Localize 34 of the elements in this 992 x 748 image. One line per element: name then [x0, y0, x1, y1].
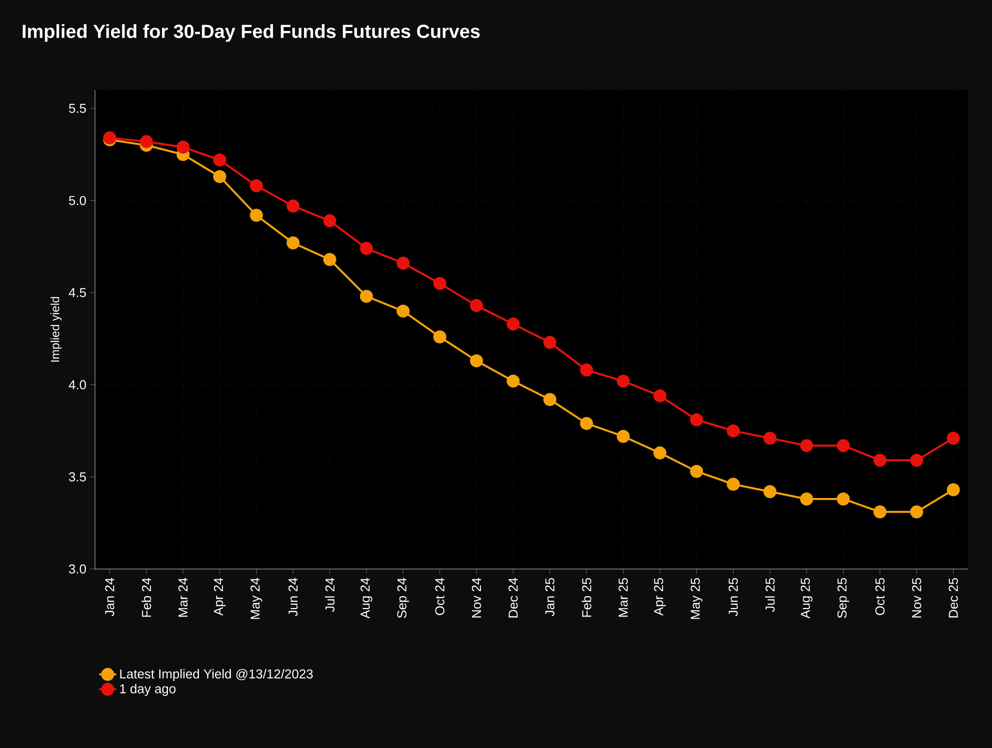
x-tick-label: Jun 24 — [288, 578, 298, 616]
y-tick-label: 3.5 — [68, 472, 86, 482]
x-tick-label: Nov 25 — [912, 578, 922, 618]
y-tick-label: 3.0 — [68, 564, 86, 574]
x-tick-label: Apr 24 — [214, 578, 226, 616]
chart-title: Implied Yield for 30-Day Fed Funds Futures Curves — [22, 24, 480, 42]
x-tick-label: Oct 25 — [875, 578, 885, 616]
x-tick-label: Sep 25 — [837, 578, 850, 618]
legend-label: Latest Implied Yield @13/12/2023 — [120, 668, 313, 682]
x-tick-label: May 25 — [690, 578, 702, 619]
x-tick-label: Dec 24 — [508, 578, 518, 618]
x-tick-label: Mar 24 — [178, 578, 188, 617]
y-tick-label: 4.5 — [68, 288, 86, 298]
y-tick-label: 5.0 — [68, 196, 86, 206]
x-tick-label: Aug 24 — [360, 578, 372, 619]
x-tick-label: Jul 25 — [765, 578, 775, 612]
x-tick-label: Oct 24 — [435, 578, 444, 616]
x-tick-label: Jul 24 — [324, 578, 335, 612]
x-tick-label: Sep 24 — [397, 578, 409, 618]
legend-label: 1 day ago — [120, 684, 176, 696]
x-tick-label: Nov 24 — [472, 578, 482, 618]
y-tick-label: 4.0 — [68, 380, 86, 390]
x-tick-label: Feb 24 — [142, 578, 152, 617]
x-tick-label: Jun 25 — [728, 578, 738, 616]
x-tick-label: Jan 24 — [105, 578, 114, 616]
x-tick-label: Apr 25 — [654, 578, 666, 616]
x-tick-label: May 24 — [250, 578, 262, 619]
y-axis-title: Implied yield — [50, 297, 62, 362]
y-tick-label: 5.5 — [68, 104, 86, 113]
x-tick-label: Aug 25 — [800, 578, 812, 619]
x-tick-label: Feb 25 — [582, 578, 592, 617]
x-tick-label: Mar 25 — [618, 578, 628, 617]
x-tick-label: Dec 25 — [948, 578, 958, 618]
x-tick-label: Jan 25 — [545, 578, 554, 616]
